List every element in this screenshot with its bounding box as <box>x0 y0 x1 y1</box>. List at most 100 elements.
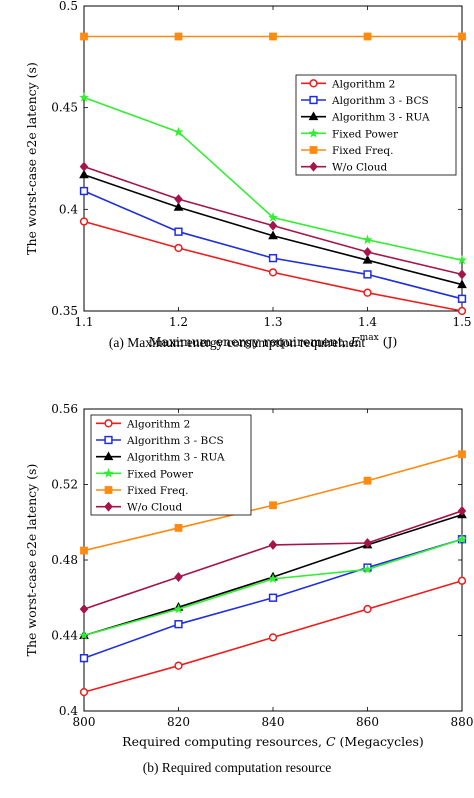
legend-marker <box>308 111 319 121</box>
data-point <box>268 253 278 263</box>
legend-label: W/o Cloud <box>332 162 387 174</box>
data-point <box>458 450 466 459</box>
legend-marker <box>104 486 113 494</box>
data-point <box>269 501 277 510</box>
data-point <box>363 247 372 258</box>
data-point <box>79 654 89 663</box>
y-tick-label: 0.48 <box>51 553 78 567</box>
data-point <box>362 254 373 264</box>
data-point <box>457 306 467 316</box>
data-point <box>173 126 184 137</box>
legend-marker <box>103 451 114 461</box>
data-point <box>363 604 372 614</box>
x-tick-label: 1.5 <box>452 315 471 329</box>
data-point <box>363 32 372 41</box>
data-point <box>362 564 373 574</box>
series-algorithm-3-rua <box>79 169 467 289</box>
series-algorithm-3-bcs <box>79 186 467 303</box>
legend-label: Fixed Freq. <box>332 145 393 157</box>
series-fixed-power <box>78 533 468 640</box>
y-tick-label: 0.4 <box>59 202 78 216</box>
legend-item: Algorithm 2 <box>96 418 190 430</box>
data-point <box>268 633 278 642</box>
data-point <box>174 661 183 670</box>
series-line <box>83 190 463 300</box>
legend-item: Fixed Freq. <box>301 145 393 157</box>
data-point <box>78 630 90 640</box>
figure-caption: (b) Required computation resource <box>143 760 332 775</box>
legend-marker <box>309 146 318 154</box>
data-point <box>78 92 90 102</box>
legend-marker <box>309 79 318 88</box>
x-tick-label: 1.3 <box>263 315 282 329</box>
legend-item: Fixed Power <box>301 128 399 140</box>
legend-item: Algorithm 3 - BCS <box>301 95 429 107</box>
legend-label: Algorithm 3 - RUA <box>331 112 430 124</box>
y-tick-label: 0.44 <box>51 629 78 643</box>
x-tick-label: 880 <box>451 715 474 729</box>
series-w-o-cloud <box>79 161 467 280</box>
data-point <box>363 270 372 279</box>
legend-label: Fixed Power <box>127 468 194 480</box>
legend-label: W/o Cloud <box>127 502 182 514</box>
legend-label: Fixed Freq. <box>127 485 188 497</box>
y-tick-label: 0.5 <box>59 0 78 13</box>
data-point <box>458 32 466 41</box>
legend-label: Fixed Power <box>332 128 399 140</box>
data-point <box>363 538 372 548</box>
legend: Algorithm 2 Algorithm 3 - BCS Algorithm 3 … <box>295 74 457 176</box>
legend-item: Fixed Freq. <box>96 485 188 497</box>
legend-item: Algorithm 3 - BCS <box>96 435 224 447</box>
x-tick-label: 860 <box>356 715 379 729</box>
data-point <box>80 32 88 41</box>
series-fixed-freq- <box>80 32 466 41</box>
data-point <box>457 269 467 280</box>
data-point <box>457 294 467 303</box>
chart-b: 800 820 840 860 880 0.4 0.44 0.48 0.52 0.56 The wo… <box>24 402 473 775</box>
data-point <box>174 243 183 253</box>
y-axis-label: The worst-case e2e latency (s) <box>24 464 39 657</box>
x-tick-label: 1.1 <box>74 315 93 329</box>
series-fixed-freq- <box>80 450 466 555</box>
x-axis-label: Required computing resources, C (Megacyc… <box>122 734 424 749</box>
data-point <box>268 220 278 231</box>
legend-marker <box>104 501 113 512</box>
x-tick-label: 840 <box>262 715 285 729</box>
data-point <box>174 194 183 205</box>
data-point <box>173 603 184 614</box>
series-algorithm-2 <box>79 217 467 316</box>
legend-item: W/o Cloud <box>301 162 387 174</box>
figure-caption: (a) Maximum energy consumption requireme… <box>109 335 365 350</box>
data-point <box>457 505 467 516</box>
x-axis-label: Maximum energy requirement, Emax (J) <box>149 333 398 349</box>
legend-marker <box>309 161 318 172</box>
data-point <box>173 202 184 211</box>
data-point <box>268 593 278 602</box>
data-point <box>79 604 89 615</box>
series-algorithm-2 <box>79 576 467 697</box>
data-point <box>79 217 89 226</box>
legend-label: Algorithm 3 - RUA <box>126 452 225 464</box>
legend-marker <box>308 128 319 138</box>
x-tick-label: 820 <box>167 715 190 729</box>
legend-item: Fixed Power <box>96 468 194 480</box>
data-point <box>457 576 467 585</box>
legend-box <box>295 74 457 176</box>
legend-marker <box>104 419 113 428</box>
y-tick-label: 0.35 <box>51 304 78 318</box>
legend-label: Algorithm 3 - BCS <box>331 95 429 107</box>
x-tick-label: 1.2 <box>169 315 188 329</box>
data-point <box>268 230 278 240</box>
data-point <box>457 279 467 289</box>
series-fixed-power <box>78 92 468 265</box>
data-point <box>174 620 183 629</box>
x-tick-label: 1.4 <box>358 315 377 329</box>
legend-label: Algorithm 2 <box>126 418 190 430</box>
y-tick-label: 0.52 <box>51 478 78 492</box>
y-tick-label: 0.45 <box>51 101 78 115</box>
data-point <box>363 476 372 485</box>
legend-marker <box>103 468 114 478</box>
data-point <box>363 288 372 297</box>
data-point <box>362 234 373 245</box>
